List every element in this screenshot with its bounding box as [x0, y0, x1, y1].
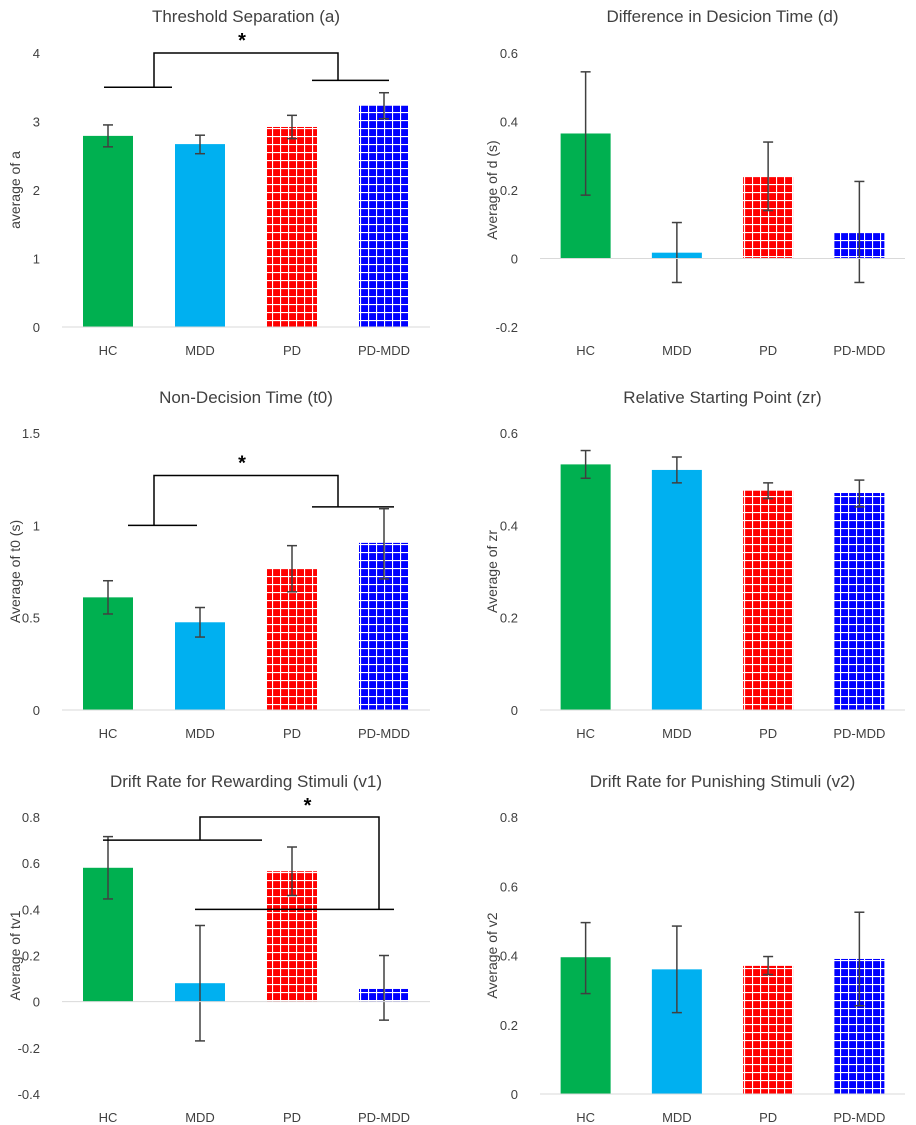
- x-category-label: HC: [99, 1110, 118, 1125]
- x-category-label: MDD: [662, 1110, 692, 1125]
- y-tick-label: 0.4: [500, 949, 518, 964]
- y-tick-label: 0.2: [500, 611, 518, 626]
- y-tick-label: -0.2: [496, 320, 518, 335]
- chart-title: Relative Starting Point (zr): [623, 388, 821, 407]
- x-category-label: PD: [283, 1110, 301, 1125]
- y-tick-label: 0.2: [22, 949, 40, 964]
- x-category-label: PD: [283, 343, 301, 358]
- y-tick-label: 3: [33, 115, 40, 130]
- significance-star: *: [238, 452, 246, 474]
- chart-panel-4: Relative Starting Point (zr) Average of z…: [484, 388, 905, 741]
- x-category-label: PD: [759, 343, 777, 358]
- y-tick-label: 0.8: [22, 810, 40, 825]
- bar-pd: [267, 126, 317, 327]
- x-category-label: PD-MDD: [358, 1110, 410, 1125]
- bar-pd: [743, 490, 794, 710]
- chart-panel-6: Drift Rate for Punishing Stimuli (v2) Ave…: [484, 772, 905, 1125]
- x-category-label: PD: [759, 1110, 777, 1125]
- bar-hc: [83, 597, 133, 710]
- y-tick-label: 0: [511, 252, 518, 267]
- x-category-label: PD: [283, 726, 301, 741]
- y-axis-label: Average of d (s): [484, 140, 500, 239]
- y-axis-label: Average of t0 (s): [7, 520, 23, 623]
- y-tick-label: -0.2: [18, 1041, 40, 1056]
- x-category-label: MDD: [662, 343, 692, 358]
- x-category-label: HC: [99, 726, 118, 741]
- chart-panel-3: Non-Decision Time (t0)Average of t0 (s)0…: [7, 388, 430, 741]
- y-axis-label: average of a: [7, 151, 23, 229]
- y-tick-label: 0: [33, 703, 40, 718]
- y-tick-label: 1: [33, 252, 40, 267]
- bar-pd: [743, 965, 794, 1094]
- x-category-label: HC: [576, 726, 595, 741]
- y-tick-label: 0.4: [500, 115, 518, 130]
- y-axis-label: Average of v2: [484, 912, 500, 998]
- x-category-label: HC: [576, 1110, 595, 1125]
- x-category-label: HC: [99, 343, 118, 358]
- bar-pd-mdd: [359, 105, 409, 328]
- chart-title: Drift Rate for Rewarding Stimuli (v1): [110, 772, 382, 791]
- x-category-label: MDD: [185, 1110, 215, 1125]
- significance-star: *: [238, 30, 246, 52]
- y-tick-label: 0.2: [500, 1018, 518, 1033]
- y-tick-label: 0: [33, 320, 40, 335]
- chart-title: Difference in Desicion Time (d): [606, 7, 838, 26]
- bar-mdd: [175, 144, 225, 327]
- y-tick-label: 1: [33, 518, 40, 533]
- y-tick-label: 0: [511, 703, 518, 718]
- y-tick-label: 0: [511, 1087, 518, 1102]
- x-category-label: PD-MDD: [833, 343, 885, 358]
- x-category-label: HC: [576, 343, 595, 358]
- x-category-label: PD-MDD: [358, 726, 410, 741]
- chart-panel-5: Drift Rate for Rewarding Stimuli (v1) Ave…: [7, 772, 430, 1125]
- x-category-label: MDD: [662, 726, 692, 741]
- y-tick-label: 0.8: [500, 810, 518, 825]
- y-tick-label: -0.4: [18, 1087, 40, 1102]
- x-category-label: PD: [759, 726, 777, 741]
- x-category-label: MDD: [185, 343, 215, 358]
- y-tick-label: 0.6: [500, 426, 518, 441]
- y-tick-label: 0.5: [22, 611, 40, 626]
- chart-title: Non-Decision Time (t0): [159, 388, 333, 407]
- chart-panel-2: Difference in Desicion Time (d) Average o…: [484, 7, 905, 358]
- bar-hc: [83, 135, 133, 327]
- y-tick-label: 2: [33, 183, 40, 198]
- significance-bracket: [153, 52, 339, 88]
- y-tick-label: 0.6: [500, 879, 518, 894]
- y-tick-label: 0.2: [500, 183, 518, 198]
- x-category-label: PD-MDD: [358, 343, 410, 358]
- bar-pd-mdd: [834, 493, 885, 710]
- y-tick-label: 0: [33, 995, 40, 1010]
- significance-bracket: [153, 474, 339, 526]
- x-category-label: MDD: [185, 726, 215, 741]
- significance-star: *: [304, 795, 312, 817]
- y-tick-label: 0.6: [500, 46, 518, 61]
- y-tick-label: 0.4: [500, 518, 518, 533]
- y-tick-label: 1.5: [22, 426, 40, 441]
- x-category-label: PD-MDD: [833, 1110, 885, 1125]
- chart-title: Drift Rate for Punishing Stimuli (v2): [590, 772, 855, 791]
- y-tick-label: 0.6: [22, 856, 40, 871]
- chart-panel-1: Threshold Separation (a) average of a 0 1 2 3…: [7, 7, 430, 358]
- significance-bracket: [199, 816, 380, 910]
- chart-title: Threshold Separation (a): [152, 7, 340, 26]
- y-tick-label: 4: [33, 46, 40, 61]
- bar-hc: [560, 464, 611, 710]
- y-axis-label: Average of tv1: [7, 910, 23, 1000]
- y-tick-label: 0.4: [22, 902, 40, 917]
- x-category-label: PD-MDD: [833, 726, 885, 741]
- bar-mdd: [651, 469, 702, 710]
- y-axis-label: Average of zr: [484, 530, 500, 613]
